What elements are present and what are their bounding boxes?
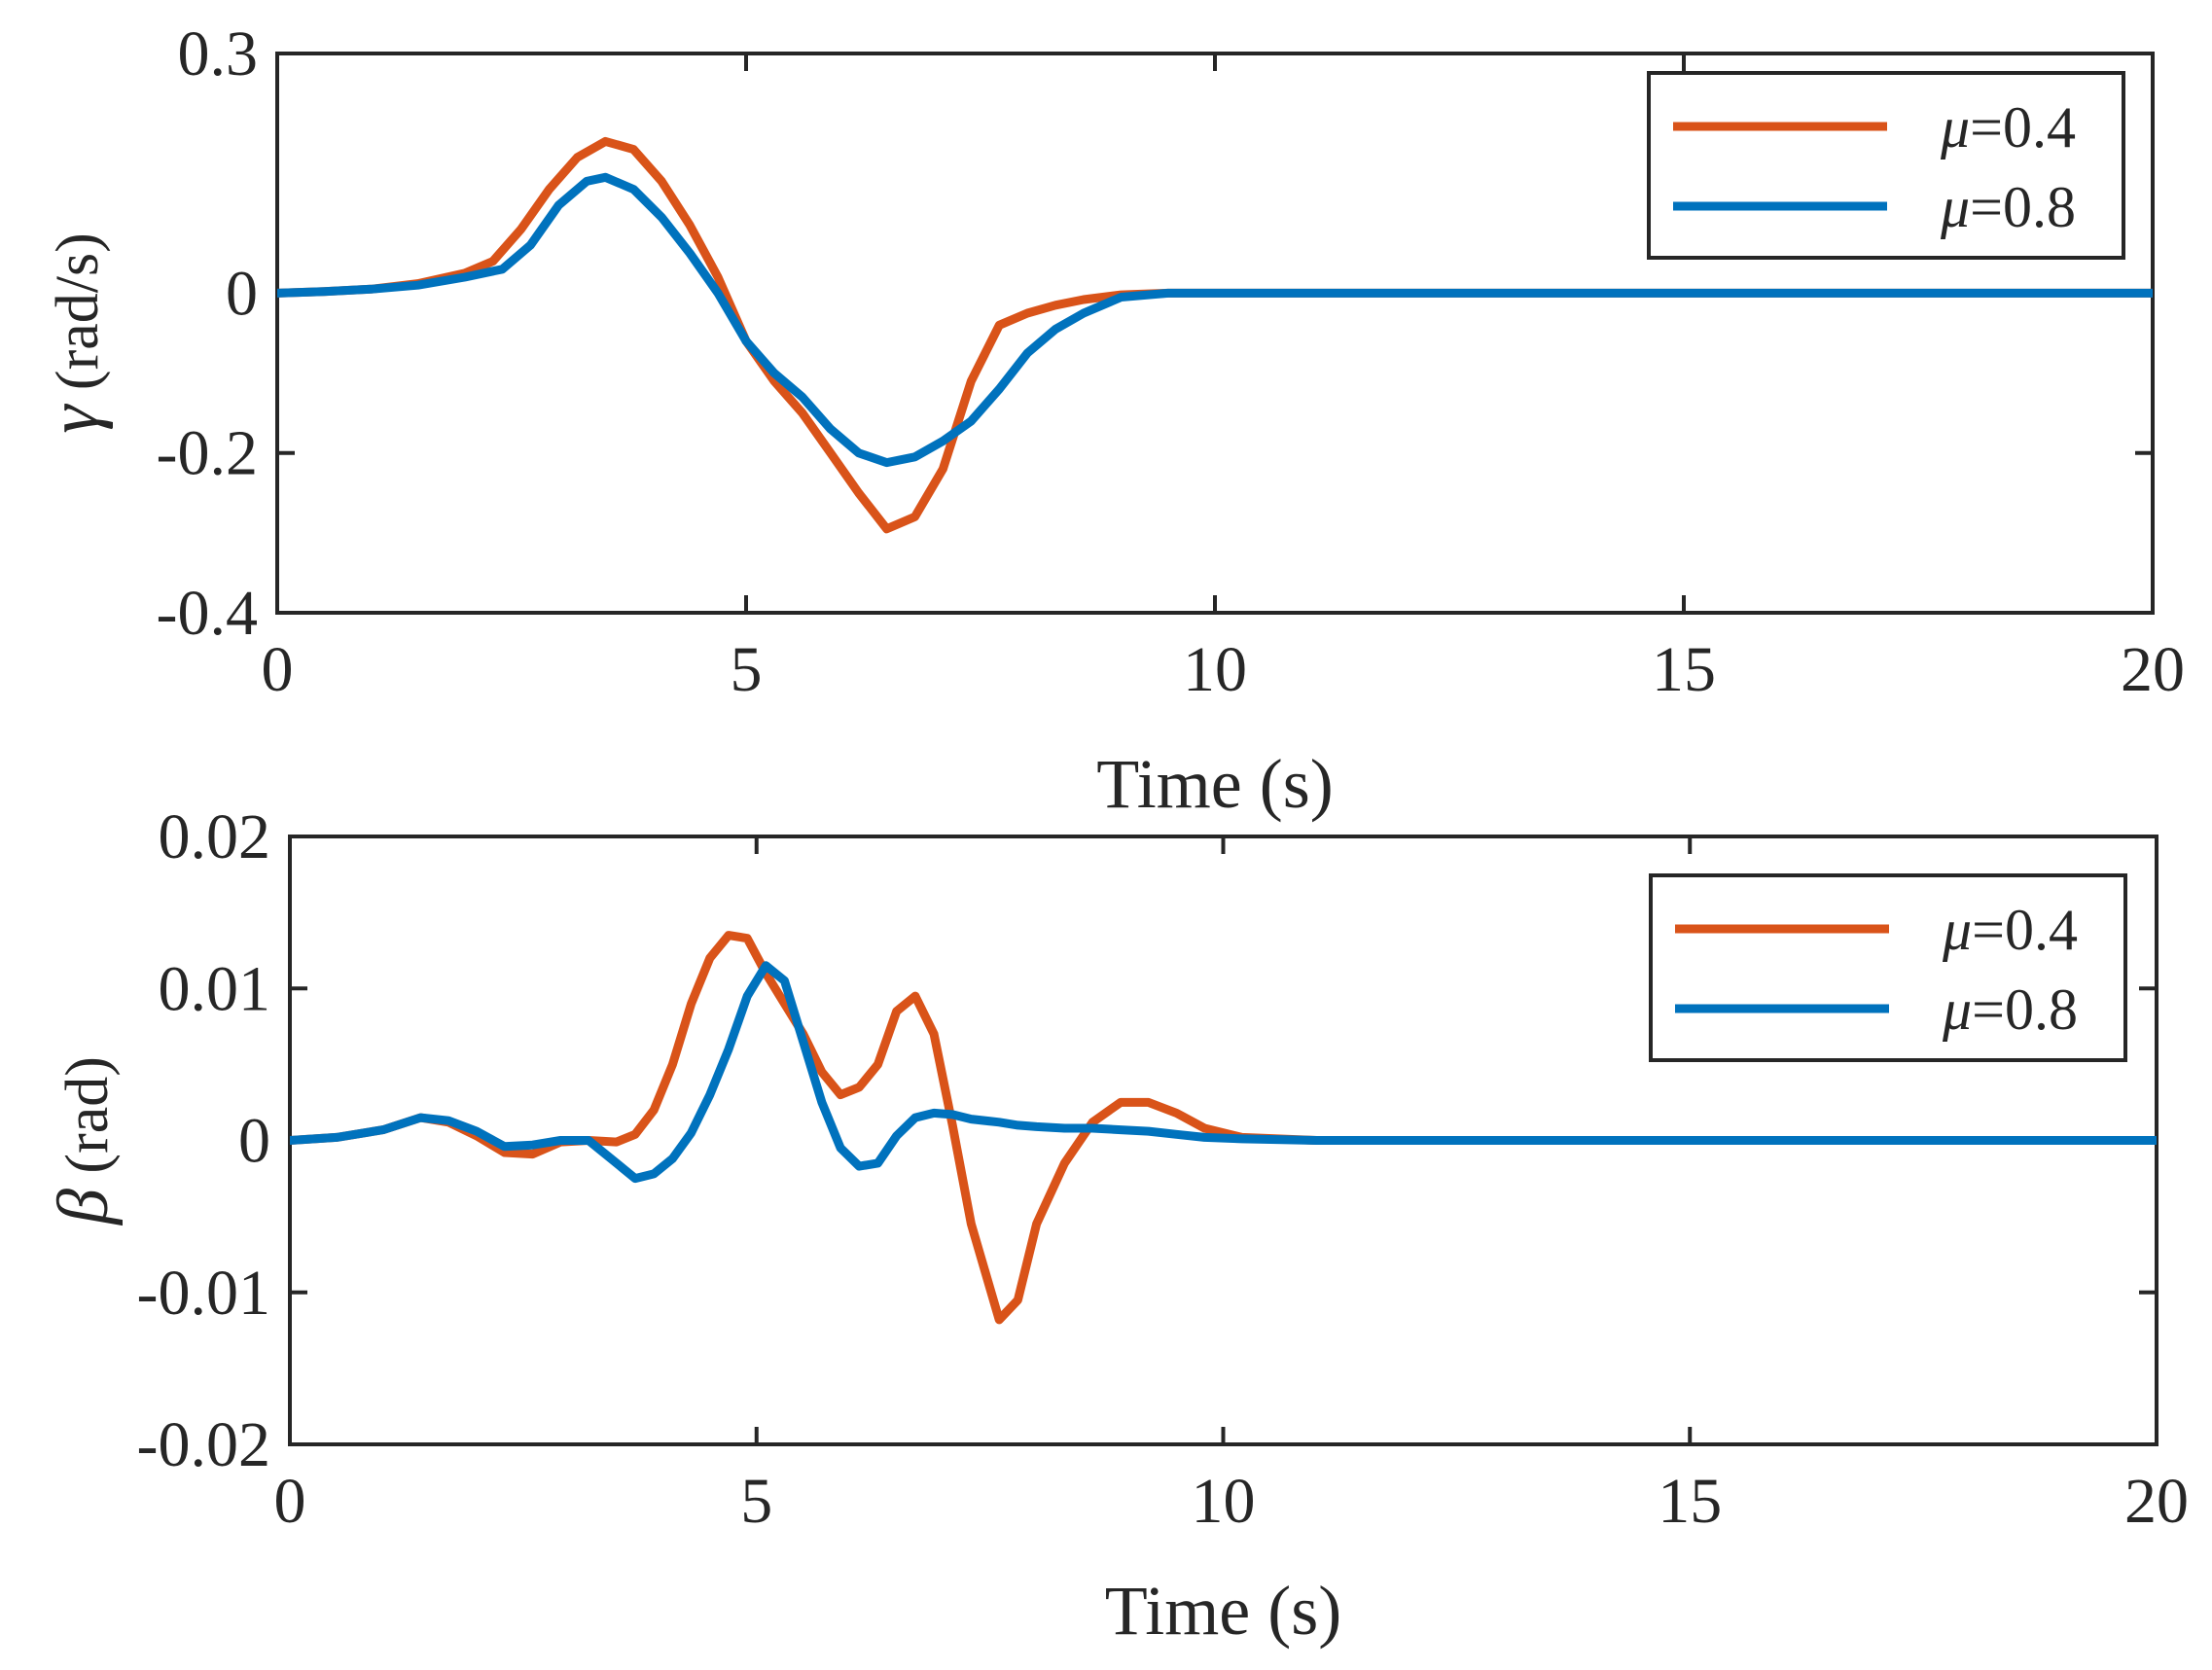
legend-entry-label: μ=0.4 (1942, 898, 2078, 962)
subplot-2: 0 5 10 15 20 -0.02 -0.01 0 0.01 0.02 Time (s) β (ra… (44, 801, 2189, 1650)
y-axis-unit: (rad) (54, 1056, 121, 1189)
x-tick-label: 10 (1192, 1466, 1256, 1537)
y-tick-label: 0.02 (159, 801, 271, 872)
x-axis-label: Time (s) (1105, 1572, 1341, 1650)
y-axis-symbol: γ (34, 404, 114, 434)
y-axis-label: β (rad) (44, 1056, 124, 1226)
legend: μ=0.4μ=0.8 (1649, 873, 2127, 1062)
y-tick-label: 0 (226, 258, 258, 329)
x-tick-label: 10 (1183, 634, 1247, 705)
legend-symbol: μ (1940, 175, 1970, 239)
y-tick-label: 0 (238, 1106, 270, 1177)
legend-entry-label: μ=0.8 (1942, 977, 2078, 1042)
series-line-mu-0-8 (290, 961, 2157, 1184)
legend-box (1647, 71, 2125, 260)
legend-value: =0.4 (1970, 95, 2076, 160)
legend-box (1649, 873, 2127, 1062)
y-tick-label: -0.01 (137, 1258, 270, 1329)
legend-value: =0.4 (1972, 898, 2078, 962)
x-tick-label: 15 (1652, 634, 1716, 705)
y-tick-label: -0.4 (157, 578, 258, 649)
x-tick-label: 0 (274, 1466, 306, 1537)
legend-symbol: μ (1940, 95, 1970, 160)
legend-value: =0.8 (1970, 175, 2076, 239)
y-tick-label: -0.2 (157, 418, 258, 489)
series-line-mu-0-4 (290, 931, 2157, 1325)
y-tick-label: 0.01 (159, 953, 271, 1024)
x-tick-label: 20 (2121, 634, 2185, 705)
legend-entry-label: μ=0.4 (1940, 95, 2076, 160)
y-tick-label: 0.3 (178, 18, 259, 89)
x-tick-label: 15 (1658, 1466, 1722, 1537)
legend-symbol: μ (1942, 898, 1972, 962)
series-line-mu-0-8 (277, 172, 2153, 468)
y-tick-label: -0.02 (137, 1409, 270, 1480)
x-axis-label: Time (s) (1096, 745, 1333, 823)
legend-entry-label: μ=0.8 (1940, 175, 2076, 239)
x-tick-label: 20 (2124, 1466, 2189, 1537)
x-tick-label: 0 (262, 634, 294, 705)
subplot-1: 0 5 10 15 20 -0.4 -0.2 0 0.3 Time (s) γ (rad/s) μ=0… (34, 18, 2185, 823)
y-axis-unit: (rad/s) (45, 232, 111, 405)
x-tick-label: 5 (740, 1466, 772, 1537)
legend-symbol: μ (1942, 977, 1972, 1042)
y-axis-label: γ (rad/s) (34, 232, 114, 433)
legend: μ=0.4μ=0.8 (1647, 71, 2125, 260)
y-axis-symbol: β (44, 1189, 124, 1226)
series-line-mu-0-4 (277, 136, 2153, 534)
x-tick-label: 5 (731, 634, 763, 705)
legend-value: =0.8 (1972, 977, 2078, 1042)
